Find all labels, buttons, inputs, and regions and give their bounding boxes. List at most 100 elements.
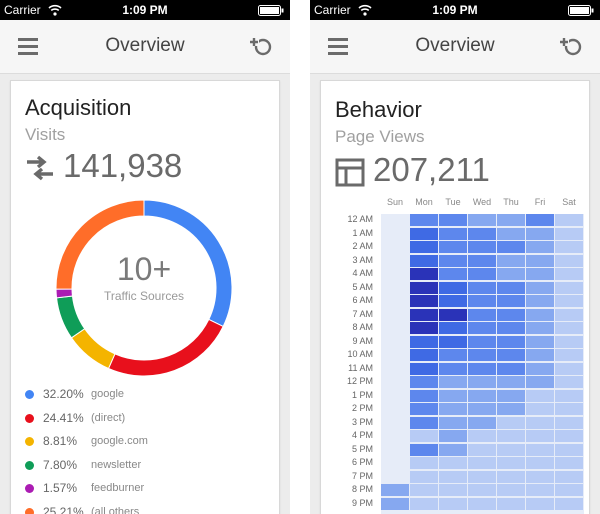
heatmap-cell[interactable] bbox=[555, 335, 583, 348]
heatmap-cell[interactable] bbox=[555, 349, 583, 361]
heatmap-cell[interactable] bbox=[555, 227, 583, 240]
heatmap-cell[interactable] bbox=[381, 254, 409, 267]
heatmap-cell[interactable] bbox=[439, 497, 467, 510]
heatmap-cell[interactable] bbox=[468, 281, 496, 294]
heatmap-cell[interactable] bbox=[468, 416, 496, 429]
heatmap-cell[interactable] bbox=[439, 349, 467, 361]
heatmap-cell[interactable] bbox=[410, 376, 438, 388]
heatmap-cell[interactable] bbox=[526, 403, 554, 415]
heatmap-cell[interactable] bbox=[439, 268, 467, 280]
heatmap-cell[interactable] bbox=[526, 416, 554, 429]
heatmap-cell[interactable] bbox=[526, 430, 554, 442]
heatmap-cell[interactable] bbox=[410, 281, 438, 294]
heatmap-cell[interactable] bbox=[555, 254, 583, 267]
heatmap-cell[interactable] bbox=[410, 308, 438, 321]
heatmap-cell[interactable] bbox=[381, 214, 409, 226]
heatmap-cell[interactable] bbox=[555, 403, 583, 415]
heatmap-cell[interactable] bbox=[410, 443, 438, 456]
heatmap-cell[interactable] bbox=[381, 322, 409, 334]
heatmap-cell[interactable] bbox=[381, 362, 409, 375]
heatmap-cell[interactable] bbox=[526, 335, 554, 348]
behavior-card[interactable]: Behavior Page Views 207,211 Sun Mon Tue Wed… bbox=[320, 80, 590, 514]
heatmap-cell[interactable] bbox=[497, 389, 525, 402]
heatmap-cell[interactable] bbox=[555, 268, 583, 280]
heatmap-cell[interactable] bbox=[526, 322, 554, 334]
heatmap-cell[interactable] bbox=[410, 457, 438, 469]
heatmap-cell[interactable] bbox=[468, 295, 496, 307]
traffic-sources-donut[interactable] bbox=[53, 197, 235, 379]
heatmap-cell[interactable] bbox=[410, 362, 438, 375]
heatmap-cell[interactable] bbox=[468, 322, 496, 334]
heatmap-cell[interactable] bbox=[468, 362, 496, 375]
heatmap-cell[interactable] bbox=[526, 268, 554, 280]
heatmap-cell[interactable] bbox=[439, 295, 467, 307]
heatmap-cell[interactable] bbox=[526, 214, 554, 226]
heatmap-cell[interactable] bbox=[497, 281, 525, 294]
heatmap-cell[interactable] bbox=[526, 457, 554, 469]
heatmap-cell[interactable] bbox=[439, 227, 467, 240]
heatmap-cell[interactable] bbox=[410, 227, 438, 240]
heatmap-cell[interactable] bbox=[526, 443, 554, 456]
menu-icon[interactable] bbox=[18, 38, 38, 56]
heatmap-cell[interactable] bbox=[381, 443, 409, 456]
heatmap-cell[interactable] bbox=[526, 470, 554, 483]
heatmap-cell[interactable] bbox=[497, 430, 525, 442]
heatmap-cell[interactable] bbox=[526, 281, 554, 294]
heatmap-cell[interactable] bbox=[555, 295, 583, 307]
heatmap-cell[interactable] bbox=[526, 484, 554, 496]
heatmap-cell[interactable] bbox=[468, 430, 496, 442]
heatmap-cell[interactable] bbox=[555, 214, 583, 226]
heatmap-cell[interactable] bbox=[468, 349, 496, 361]
heatmap-cell[interactable] bbox=[555, 281, 583, 294]
heatmap-cell[interactable] bbox=[497, 308, 525, 321]
donut-slice[interactable] bbox=[107, 318, 224, 377]
heatmap-cell[interactable] bbox=[410, 430, 438, 442]
heatmap-cell[interactable] bbox=[410, 295, 438, 307]
heatmap-cell[interactable] bbox=[468, 376, 496, 388]
heatmap-cell[interactable] bbox=[497, 443, 525, 456]
heatmap-cell[interactable] bbox=[439, 389, 467, 402]
heatmap-cell[interactable] bbox=[526, 241, 554, 253]
heatmap-cell[interactable] bbox=[410, 268, 438, 280]
heatmap-cell[interactable] bbox=[439, 335, 467, 348]
heatmap-cell[interactable] bbox=[497, 227, 525, 240]
heatmap-cell[interactable] bbox=[410, 497, 438, 510]
heatmap-cell[interactable] bbox=[497, 268, 525, 280]
heatmap-cell[interactable] bbox=[381, 470, 409, 483]
heatmap-cell[interactable] bbox=[439, 254, 467, 267]
heatmap-cell[interactable] bbox=[468, 457, 496, 469]
heatmap-cell[interactable] bbox=[381, 484, 409, 496]
heatmap-cell[interactable] bbox=[468, 497, 496, 510]
heatmap-cell[interactable] bbox=[555, 376, 583, 388]
heatmap-cell[interactable] bbox=[497, 497, 525, 510]
heatmap-cell[interactable] bbox=[555, 497, 583, 510]
heatmap-cell[interactable] bbox=[468, 254, 496, 267]
acquisition-card[interactable]: Acquisition Visits 141,938 10+ Traffic S… bbox=[10, 80, 280, 514]
heatmap-cell[interactable] bbox=[526, 362, 554, 375]
heatmap-cell[interactable] bbox=[439, 376, 467, 388]
heatmap-cell[interactable] bbox=[497, 403, 525, 415]
heatmap-cell[interactable] bbox=[410, 214, 438, 226]
heatmap-cell[interactable] bbox=[497, 416, 525, 429]
heatmap-cell[interactable] bbox=[381, 349, 409, 361]
heatmap-cell[interactable] bbox=[468, 470, 496, 483]
heatmap-cell[interactable] bbox=[381, 403, 409, 415]
heatmap-cell[interactable] bbox=[410, 416, 438, 429]
heatmap-cell[interactable] bbox=[381, 376, 409, 388]
donut-slice[interactable] bbox=[55, 199, 145, 290]
heatmap-cell[interactable] bbox=[555, 443, 583, 456]
heatmap-cell[interactable] bbox=[381, 335, 409, 348]
heatmap-cell[interactable] bbox=[468, 214, 496, 226]
heatmap-cell[interactable] bbox=[410, 241, 438, 253]
heatmap-cell[interactable] bbox=[381, 268, 409, 280]
heatmap-cell[interactable] bbox=[410, 484, 438, 496]
heatmap-cell[interactable] bbox=[439, 214, 467, 226]
heatmap-cell[interactable] bbox=[497, 254, 525, 267]
heatmap-cell[interactable] bbox=[439, 457, 467, 469]
heatmap-cell[interactable] bbox=[439, 430, 467, 442]
heatmap-cell[interactable] bbox=[555, 241, 583, 253]
heatmap-cell[interactable] bbox=[555, 416, 583, 429]
heatmap-cell[interactable] bbox=[439, 470, 467, 483]
heatmap-cell[interactable] bbox=[497, 376, 525, 388]
heatmap-cell[interactable] bbox=[439, 443, 467, 456]
